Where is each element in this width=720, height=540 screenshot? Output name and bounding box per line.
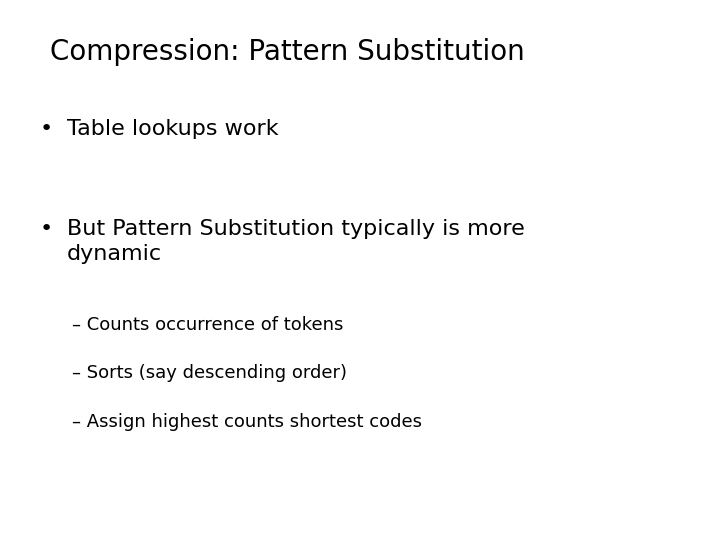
Text: But Pattern Substitution typically is more
dynamic: But Pattern Substitution typically is mo…: [67, 219, 525, 264]
Text: – Sorts (say descending order): – Sorts (say descending order): [72, 364, 347, 382]
Text: •: •: [40, 219, 53, 239]
Text: •: •: [40, 119, 53, 139]
Text: Table lookups work: Table lookups work: [67, 119, 279, 139]
Text: Compression: Pattern Substitution: Compression: Pattern Substitution: [50, 38, 525, 66]
Text: – Assign highest counts shortest codes: – Assign highest counts shortest codes: [72, 413, 422, 431]
Text: – Counts occurrence of tokens: – Counts occurrence of tokens: [72, 316, 343, 334]
